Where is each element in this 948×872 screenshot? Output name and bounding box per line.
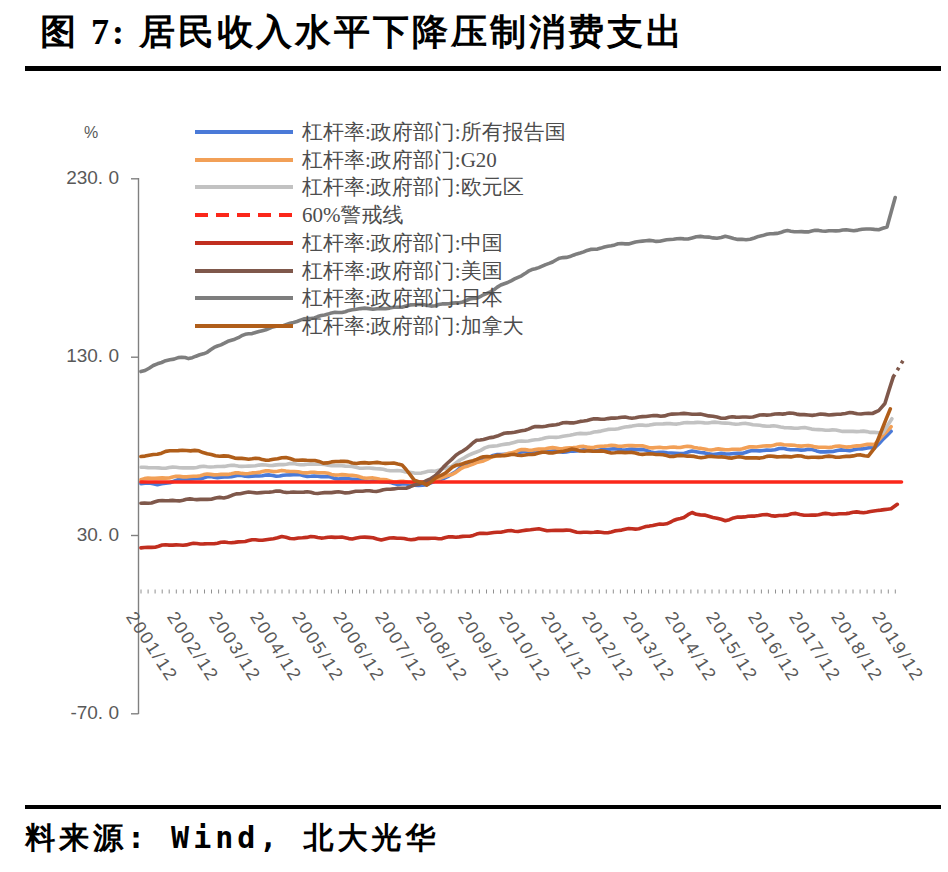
legend-line-swatch bbox=[195, 241, 293, 245]
figure-title: 图 7: 居民收入水平下降压制消费支出 bbox=[40, 8, 685, 57]
source-note: 料来源: Wind, 北大光华 bbox=[25, 818, 440, 859]
legend-label: 60%警戒线 bbox=[302, 201, 404, 229]
legend-item: 杠杆率:政府部门:所有报告国 bbox=[195, 120, 566, 144]
legend-label: 杠杆率:政府部门:欧元区 bbox=[302, 173, 524, 201]
legend-item: 杠杆率:政府部门:G20 bbox=[195, 148, 497, 172]
y-tick-label: 230. 0 bbox=[0, 167, 119, 189]
title-divider bbox=[25, 66, 941, 71]
footer-divider bbox=[25, 805, 941, 809]
legend-line-swatch bbox=[195, 158, 293, 162]
legend-item: 杠杆率:政府部门:欧元区 bbox=[195, 175, 524, 199]
legend-label: 杠杆率:政府部门:G20 bbox=[302, 146, 497, 174]
legend-line-swatch bbox=[195, 130, 293, 134]
legend-item: 杠杆率:政府部门:日本 bbox=[195, 286, 503, 310]
y-tick-label: -70. 0 bbox=[0, 702, 119, 724]
y-tick-label: 30. 0 bbox=[0, 524, 119, 546]
legend-line-swatch bbox=[195, 296, 293, 300]
legend-item: 杠杆率:政府部门:美国 bbox=[195, 259, 503, 283]
legend-label: 杠杆率:政府部门:所有报告国 bbox=[302, 118, 566, 146]
legend-label: 杠杆率:政府部门:中国 bbox=[302, 229, 503, 257]
legend-label: 杠杆率:政府部门:美国 bbox=[302, 257, 503, 285]
legend-line-swatch bbox=[195, 185, 293, 189]
legend-item: 杠杆率:政府部门:中国 bbox=[195, 231, 503, 255]
legend-line-swatch bbox=[195, 324, 293, 328]
legend-item: 杠杆率:政府部门:加拿大 bbox=[195, 314, 524, 338]
y-tick-label: 130. 0 bbox=[0, 345, 119, 367]
legend-line-swatch bbox=[195, 213, 293, 217]
y-axis-unit: % bbox=[84, 124, 98, 142]
legend-item: 60%警戒线 bbox=[195, 203, 404, 227]
legend-label: 杠杆率:政府部门:加拿大 bbox=[302, 312, 524, 340]
legend-label: 杠杆率:政府部门:日本 bbox=[302, 284, 503, 312]
legend-line-swatch bbox=[195, 269, 293, 273]
